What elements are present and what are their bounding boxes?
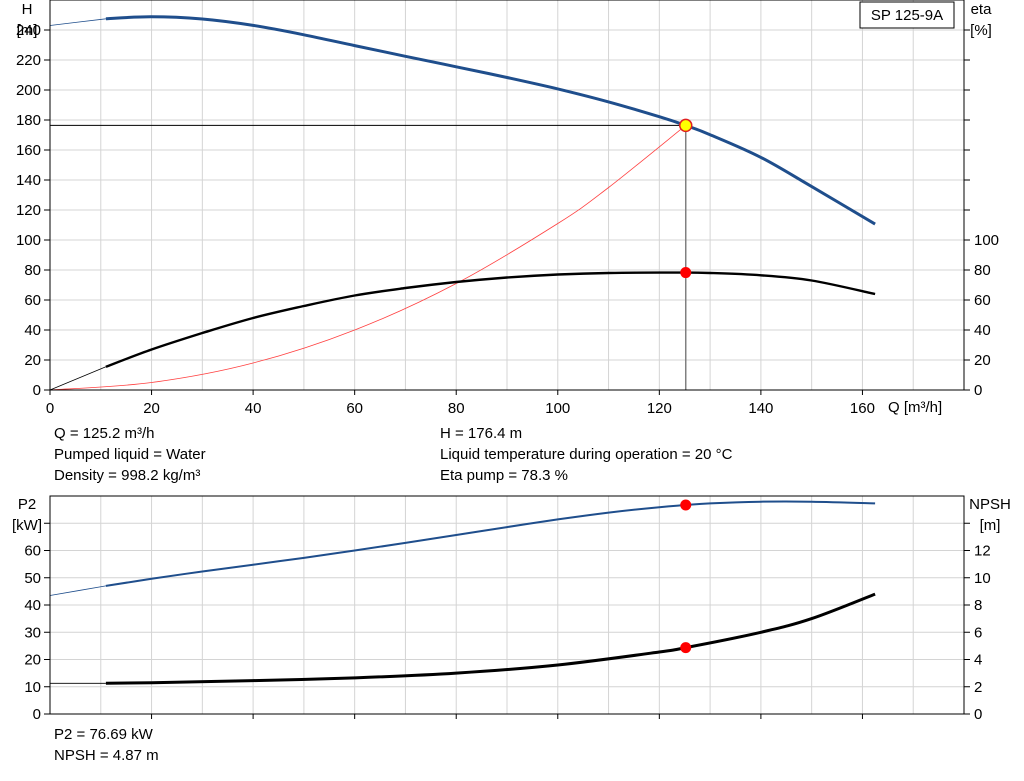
p2-tick-label: 50 [24, 570, 41, 587]
npsh-tick-label: 8 [974, 597, 982, 614]
npsh-readout: NPSH = 4.87 m [54, 747, 159, 764]
npsh-tick-label: 10 [974, 570, 991, 587]
eta-tick-label: 100 [974, 232, 999, 249]
eta-tick-label: 20 [974, 352, 991, 369]
pump-performance-chart: 0 20 40 60 80 100 120 140 160 0 20 40 60 80 100 120 140 1… [16, 0, 999, 417]
efficiency-curve-extension [49, 366, 107, 391]
power-point-marker [680, 499, 692, 511]
npsh-tick-label: 0 [974, 706, 982, 723]
q-axis-label: Q [m³/h] [888, 399, 942, 416]
h-tick-label: 160 [16, 142, 41, 159]
pump-model-title: SP 125-9A [871, 7, 943, 24]
head-curve-extension [49, 18, 106, 26]
eta-axis-label: eta [971, 1, 993, 18]
eta-tick-label: 40 [974, 322, 991, 339]
x-tick-label: 40 [245, 400, 262, 417]
head-readout: H = 176.4 m [440, 425, 523, 442]
x-tick-label: 120 [647, 400, 672, 417]
p2-axis-label: P2 [18, 496, 36, 513]
p2-tick-label: 60 [24, 543, 41, 560]
info-bottom: P2 = 76.69 kW NPSH = 4.87 m [54, 724, 159, 766]
p2-axis-unit: [kW] [12, 517, 42, 534]
x-tick-label: 20 [143, 400, 160, 417]
flow-readout: Q = 125.2 m³/h [54, 425, 155, 442]
x-tick-label: 140 [748, 400, 773, 417]
pumped-liquid-readout: Pumped liquid = Water [54, 446, 206, 463]
x-tick-label: 160 [850, 400, 875, 417]
h-axis-unit: [m] [17, 22, 38, 39]
npsh-curve [105, 592, 876, 685]
h-tick-label: 140 [16, 172, 41, 189]
npsh-tick-label: 6 [974, 624, 982, 641]
h-tick-label: 200 [16, 82, 41, 99]
npsh-axis-label: NPSH [969, 496, 1011, 513]
x-tick-label: 0 [46, 400, 54, 417]
eta-tick-label: 60 [974, 292, 991, 309]
power-curve-extension [49, 585, 106, 596]
x-tick-label: 80 [448, 400, 465, 417]
npsh-tick-label: 12 [974, 543, 991, 560]
power-curve [105, 500, 876, 587]
eta-axis-unit: [%] [970, 22, 992, 39]
h-tick-label: 60 [24, 292, 41, 309]
plot-frame [49, 0, 965, 391]
p2-tick-label: 10 [24, 679, 41, 696]
p2-tick-label: 0 [33, 706, 41, 723]
npsh-tick-label: 4 [974, 652, 982, 669]
p2-tick-label: 30 [24, 624, 41, 641]
system-curve [49, 125, 686, 391]
h-tick-label: 240 [16, 22, 41, 39]
npsh-point-marker [680, 642, 692, 654]
h-tick-label: 180 [16, 112, 41, 129]
h-tick-label: 80 [24, 262, 41, 279]
efficiency-point-marker [680, 267, 692, 279]
eta-readout: Eta pump = 78.3 % [440, 467, 568, 484]
h-tick-label: 0 [33, 382, 41, 399]
x-tick-label: 60 [346, 400, 363, 417]
pump-model-box [859, 1, 955, 29]
h-tick-label: 220 [16, 52, 41, 69]
p2-tick-label: 20 [24, 652, 41, 669]
npsh-tick-label: 2 [974, 679, 982, 696]
h-axis-label: H [22, 1, 33, 18]
head-curve [105, 15, 876, 226]
h-tick-label: 40 [24, 322, 41, 339]
eta-tick-label: 0 [974, 382, 982, 399]
h-tick-label: 120 [16, 202, 41, 219]
density-readout: Density = 998.2 kg/m³ [54, 467, 201, 484]
x-tick-label: 100 [545, 400, 570, 417]
eta-tick-label: 80 [974, 262, 991, 279]
efficiency-curve [105, 271, 876, 368]
npsh-axis-unit: [m] [980, 517, 1001, 534]
h-tick-label: 20 [24, 352, 41, 369]
power-readout: P2 = 76.69 kW [54, 726, 153, 743]
temperature-readout: Liquid temperature during operation = 20… [440, 446, 733, 463]
duty-point-marker [678, 118, 693, 133]
p2-tick-label: 40 [24, 597, 41, 614]
info-top-left: Q = 125.2 m³/h Pumped liquid = Water Den… [54, 423, 206, 486]
h-tick-label: 100 [16, 232, 41, 249]
info-top-right: H = 176.4 m Liquid temperature during op… [440, 423, 732, 486]
